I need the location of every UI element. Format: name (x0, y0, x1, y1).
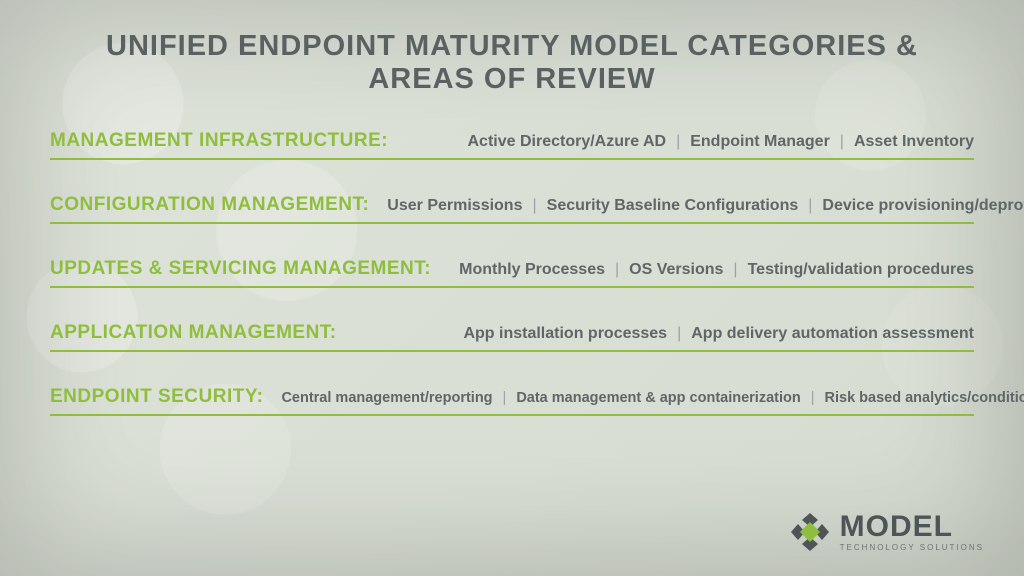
category-row: APPLICATION MANAGEMENT:App installation … (50, 322, 974, 352)
separator: | (798, 197, 822, 214)
category-row: MANAGEMENT INFRASTRUCTURE:Active Directo… (50, 130, 974, 160)
separator: | (493, 390, 517, 406)
category-item: App installation processes (463, 325, 667, 342)
category-row: UPDATES & SERVICING MANAGEMENT:Monthly P… (50, 258, 974, 288)
separator: | (801, 390, 825, 406)
category-label: CONFIGURATION MANAGEMENT: (50, 194, 387, 216)
category-item: App delivery automation assessment (691, 325, 974, 342)
category-rows: MANAGEMENT INFRASTRUCTURE:Active Directo… (50, 130, 974, 416)
category-label: ENDPOINT SECURITY: (50, 386, 281, 408)
category-item: Testing/validation procedures (748, 261, 974, 278)
separator: | (666, 133, 690, 150)
category-items: App installation processes|App delivery … (355, 325, 974, 343)
separator: | (667, 325, 691, 342)
category-items: Active Directory/Azure AD|Endpoint Manag… (406, 133, 974, 151)
category-items: Monthly Processes|OS Versions|Testing/va… (449, 261, 974, 279)
category-label: UPDATES & SERVICING MANAGEMENT: (50, 258, 449, 280)
logo-text: MODEL TECHNOLOGY SOLUTIONS (840, 512, 984, 552)
category-item: User Permissions (387, 197, 522, 214)
category-item: Security Baseline Configurations (547, 197, 799, 214)
category-row: ENDPOINT SECURITY:Central management/rep… (50, 386, 974, 416)
category-items: User Permissions|Security Baseline Confi… (387, 197, 1024, 215)
category-item: Central management/reporting (281, 390, 492, 406)
category-label: APPLICATION MANAGEMENT: (50, 322, 355, 344)
separator: | (723, 261, 747, 278)
separator: | (605, 261, 629, 278)
category-item: Data management & app containerization (516, 390, 800, 406)
slide-content: UNIFIED ENDPOINT MATURITY MODEL CATEGORI… (0, 0, 1024, 416)
category-item: Active Directory/Azure AD (468, 133, 667, 150)
category-items: Central management/reporting|Data manage… (281, 390, 1024, 406)
category-item: Device provisioning/deprovisioning (822, 197, 1024, 214)
separator: | (830, 133, 854, 150)
category-label: MANAGEMENT INFRASTRUCTURE: (50, 130, 406, 152)
logo-subtitle: TECHNOLOGY SOLUTIONS (840, 544, 984, 552)
brand-logo: MODEL TECHNOLOGY SOLUTIONS (788, 510, 984, 554)
category-item: Risk based analytics/conditional access (825, 390, 1024, 406)
separator: | (522, 197, 546, 214)
category-item: Endpoint Manager (690, 133, 830, 150)
category-item: Monthly Processes (459, 261, 605, 278)
logo-mark-icon (788, 510, 832, 554)
category-row: CONFIGURATION MANAGEMENT:User Permission… (50, 194, 974, 224)
category-item: OS Versions (629, 261, 723, 278)
logo-word: MODEL (840, 512, 984, 542)
slide-title: UNIFIED ENDPOINT MATURITY MODEL CATEGORI… (50, 30, 974, 96)
category-item: Asset Inventory (854, 133, 974, 150)
